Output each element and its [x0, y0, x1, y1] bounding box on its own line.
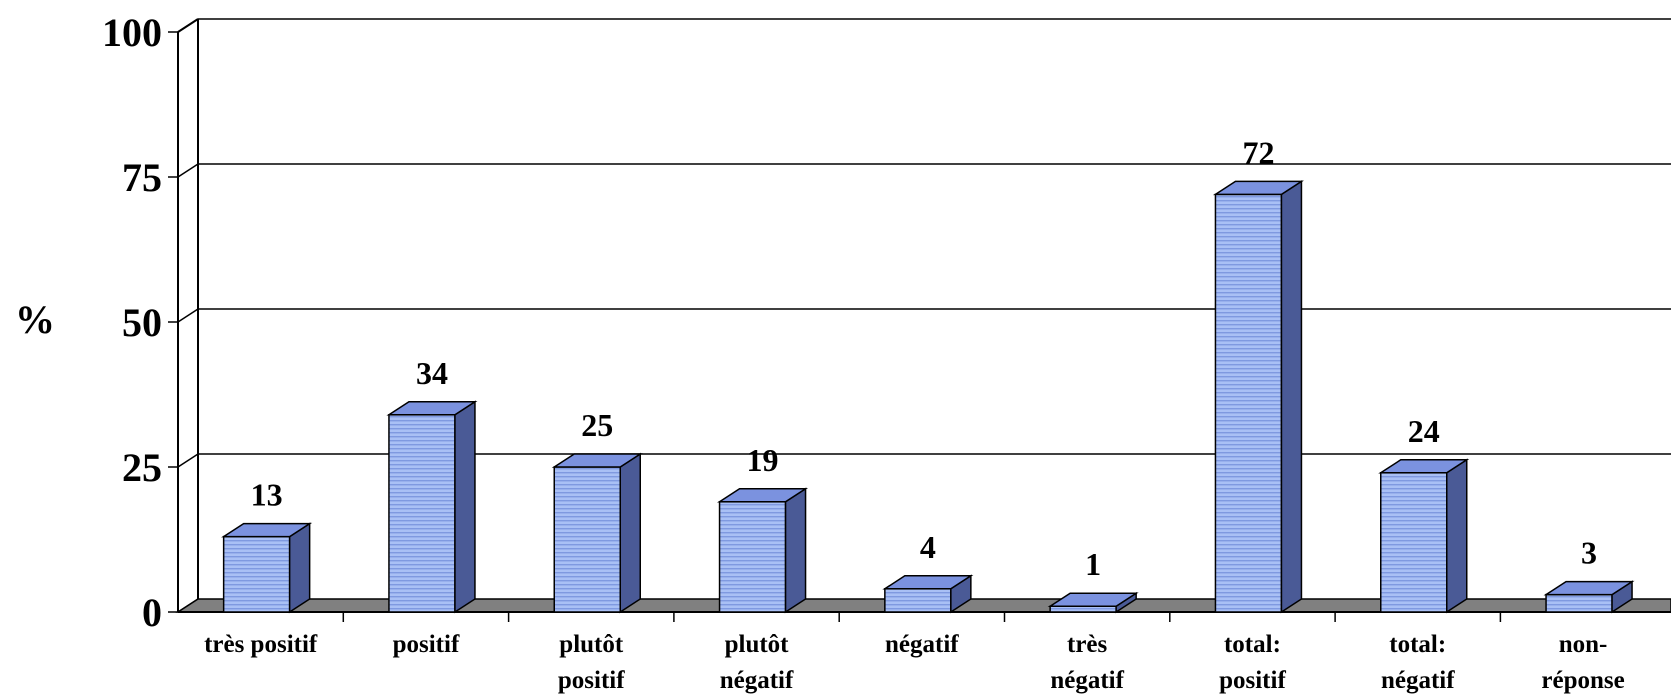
- bar-front: [388, 414, 456, 613]
- gridline-depth: [177, 308, 199, 323]
- data-label: 4: [920, 529, 936, 565]
- gridline-depth: [177, 453, 199, 468]
- data-label: 13: [251, 477, 283, 513]
- bar-top: [1378, 459, 1470, 474]
- bar: [1378, 458, 1470, 614]
- bar-side: [288, 522, 311, 614]
- data-label: 34: [416, 355, 448, 391]
- x-tick-label: total:: [1224, 631, 1281, 658]
- bar-front: [1049, 605, 1117, 613]
- data-label: 19: [747, 442, 779, 478]
- bar-front: [884, 588, 952, 613]
- x-tick-label: très positif: [204, 631, 318, 658]
- bar-top: [386, 401, 478, 416]
- bar: [551, 452, 643, 614]
- x-tick-labels: très positif positif plutôt positif plutôt né…: [204, 631, 1625, 694]
- bar-front: [1380, 472, 1448, 613]
- bar-top: [1543, 580, 1635, 596]
- bar-side: [1280, 180, 1303, 614]
- x-tick-label: non-: [1559, 631, 1608, 658]
- y-axis-top: [177, 18, 199, 33]
- bar-top: [717, 488, 809, 503]
- bar-side: [454, 400, 476, 614]
- bar: [221, 522, 313, 614]
- x-tick-label: négatif: [1381, 667, 1455, 694]
- bar-top: [221, 522, 313, 538]
- bar: [386, 400, 478, 614]
- x-tick-label: négatif: [885, 631, 959, 658]
- data-label: 1: [1085, 546, 1101, 582]
- x-tick-label: plutôt: [725, 631, 790, 658]
- x-tick-label: réponse: [1541, 667, 1624, 694]
- bar-front: [553, 466, 621, 613]
- bar-side: [784, 487, 807, 614]
- bar-top: [1047, 592, 1139, 607]
- data-labels: 13 34 25 19 4 1 72 24 3: [251, 134, 1597, 582]
- data-label: 24: [1408, 413, 1440, 449]
- bar-top: [551, 453, 643, 468]
- y-tick-labels: 0 25 50 75 100: [102, 10, 162, 635]
- y-tick-label: 50: [122, 300, 162, 345]
- x-tick-label: négatif: [720, 667, 794, 694]
- y-tick-label: 0: [142, 590, 162, 635]
- bar-top: [882, 575, 974, 590]
- bar: [1543, 580, 1635, 614]
- data-label: 3: [1581, 535, 1597, 571]
- bar-top: [1212, 180, 1304, 196]
- x-tick-label: négatif: [1050, 667, 1124, 694]
- bar-front: [222, 535, 291, 613]
- bar-front: [1545, 593, 1613, 613]
- x-tick-label: très: [1067, 631, 1108, 658]
- bars: [221, 180, 1635, 614]
- bar: [717, 487, 809, 614]
- x-tick-label: positif: [1219, 667, 1286, 694]
- y-tick-label: 75: [122, 155, 162, 200]
- x-tick-label: positif: [558, 667, 625, 694]
- bar-front: [1214, 193, 1283, 613]
- bar-front: [718, 501, 787, 613]
- bar: [1047, 591, 1139, 614]
- bar: [1212, 180, 1304, 614]
- bar-side: [1446, 458, 1468, 614]
- bar: [882, 574, 974, 614]
- y-tick-label: 100: [102, 10, 162, 55]
- y-tick-label: 25: [122, 445, 162, 490]
- y-axis-title: %: [15, 297, 55, 342]
- gridline-depth: [177, 163, 199, 178]
- data-label: 72: [1242, 134, 1274, 170]
- x-tick-label: plutôt: [559, 631, 624, 658]
- bar-side: [619, 452, 641, 614]
- data-label: 25: [581, 407, 613, 443]
- x-tick-label: positif: [393, 631, 460, 658]
- x-tick-label: total:: [1389, 631, 1446, 658]
